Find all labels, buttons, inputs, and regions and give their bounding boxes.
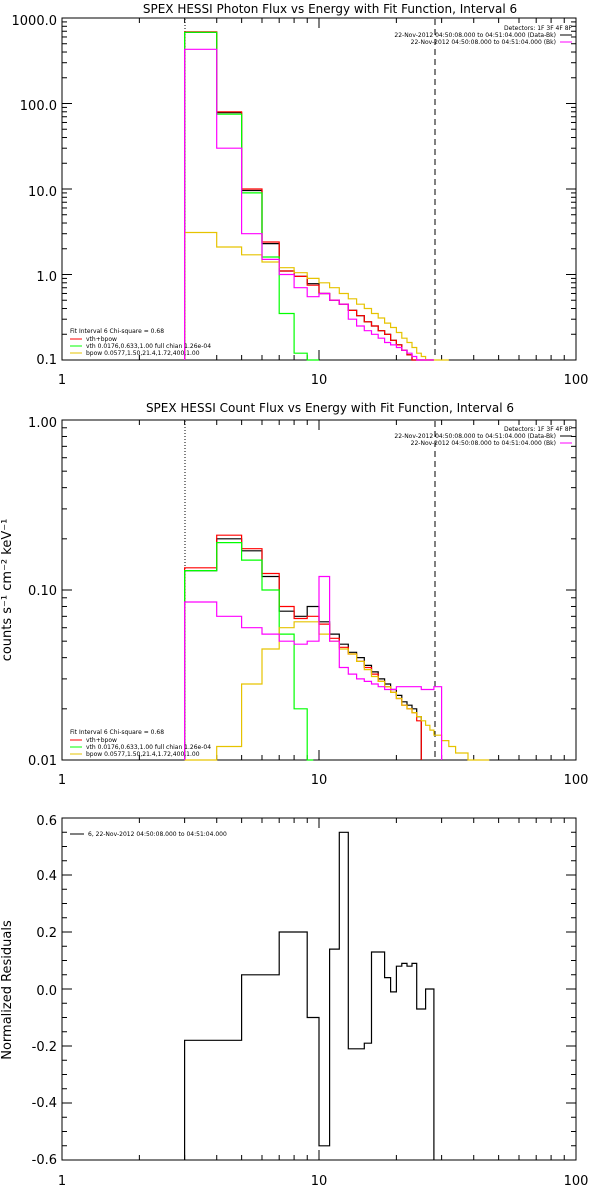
panel1-ytick-100: 100.0 <box>20 99 57 114</box>
panel3-series <box>184 831 435 1160</box>
panel3-xtick-10: 10 <box>311 1174 328 1189</box>
series-line-total <box>184 31 434 361</box>
series-line-total <box>184 538 422 760</box>
panel1-info-databk: 22-Nov-2012 04:50:08.000 to 04:51:04.000… <box>394 32 556 39</box>
panel1-ytick-0.1: 0.1 <box>36 353 57 368</box>
series-line-vth_bpow <box>184 31 434 361</box>
panel3-ticks <box>61 817 577 1161</box>
count-flux-panel: SPEX HESSI Count Flux vs Energy with Fit… <box>0 401 588 788</box>
panel2-series <box>184 534 490 761</box>
panel3-xtick-1: 1 <box>58 1174 66 1189</box>
panel3-ytick-0.6: 0.6 <box>36 814 57 829</box>
panel1-series <box>184 31 449 361</box>
panel1-legend-bpow: bpow 0.0577,1.50,21.4,1.72,400,1.00 <box>86 350 200 357</box>
photon-flux-panel: SPEX HESSI Photon Flux vs Energy with Fi… <box>12 2 589 388</box>
panel2-ylabel: counts s⁻¹ cm⁻² keV⁻¹ <box>0 519 15 662</box>
panel2-ytick-1.00: 1.00 <box>28 416 57 431</box>
series-line-total <box>184 831 435 1160</box>
panel1-legend-fit: Fit Interval 6 Chi-square = 0.68 <box>70 328 164 335</box>
panel1-ytick-1: 1.0 <box>36 270 57 285</box>
series-line-bpow <box>184 621 490 761</box>
panel1-title: SPEX HESSI Photon Flux vs Energy with Fi… <box>143 2 517 16</box>
panel2-legend-vthbpow: vth+bpow <box>86 737 117 744</box>
panel1-ytick-10: 10.0 <box>28 185 57 200</box>
panel1-legend-vthbpow: vth+bpow <box>86 336 117 343</box>
panel1-ticks <box>61 17 577 361</box>
series-line-bkg <box>184 575 443 760</box>
panel3-legend-text: 6, 22-Nov-2012 04:50:08.000 to 04:51:04.… <box>88 831 227 838</box>
panel3-ytick--0.2: -0.2 <box>32 1040 57 1055</box>
panel1-xtick-100: 100 <box>564 373 589 388</box>
panel2-legend-fit: Fit Interval 6 Chi-square = 0.68 <box>70 729 164 736</box>
panel3-ytick--0.4: -0.4 <box>32 1096 57 1111</box>
panel3-ytick--0.6: -0.6 <box>32 1153 57 1168</box>
panel2-xtick-100: 100 <box>564 773 589 788</box>
panel2-ytick-0.01: 0.01 <box>28 754 57 769</box>
panel2-info-databk: 22-Nov-2012 04:50:08.000 to 04:51:04.000… <box>394 433 556 440</box>
panel2-xtick-1: 1 <box>58 773 66 788</box>
panel1-xtick-1: 1 <box>58 373 66 388</box>
series-line-vth <box>184 31 319 361</box>
panel2-title: SPEX HESSI Count Flux vs Energy with Fit… <box>146 401 514 415</box>
panel1-info-bk: 22-Nov-2012 04:50:08.000 to 04:51:04.000… <box>411 39 556 46</box>
panel2-xtick-10: 10 <box>311 773 328 788</box>
panel2-legend-vth: vth 0.0176,0.633,1.00 full chian 1.26e-0… <box>86 744 211 751</box>
panel2-info-bk: 22-Nov-2012 04:50:08.000 to 04:51:04.000… <box>411 440 556 447</box>
panel3-ytick-0.4: 0.4 <box>36 869 57 884</box>
panel1-info-detectors: Detectors: 1F 3F 4F 8F <box>504 25 573 32</box>
panel3-ylabel: Normalized Residuals <box>0 920 15 1060</box>
panel2-legend-bpow: bpow 0.0577,1.50,21.4,1.72,400,1.00 <box>86 751 200 758</box>
residuals-panel: 1 10 100 -0.6 -0.4 -0.2 0.0 0.2 0.4 0.6 … <box>0 814 588 1189</box>
panel1-plot-frame <box>61 17 577 361</box>
series-line-vth_bpow <box>184 534 422 760</box>
panel2-ytick-0.10: 0.10 <box>28 584 57 599</box>
panel2-ticks <box>61 419 577 761</box>
panel1-legend-vth: vth 0.0176,0.633,1.00 full chian 1.26e-0… <box>86 343 211 350</box>
panel3-ytick-0.2: 0.2 <box>36 926 57 941</box>
panel2-info-detectors: Detectors: 1F 3F 4F 8F <box>504 426 573 433</box>
panel3-xtick-100: 100 <box>564 1174 589 1189</box>
series-line-bkg <box>184 48 434 361</box>
series-line-vth <box>184 542 314 761</box>
panel1-ytick-1000: 1000.0 <box>12 14 58 29</box>
panel1-xtick-10: 10 <box>311 373 328 388</box>
panel3-ytick-0.0: 0.0 <box>36 984 57 999</box>
